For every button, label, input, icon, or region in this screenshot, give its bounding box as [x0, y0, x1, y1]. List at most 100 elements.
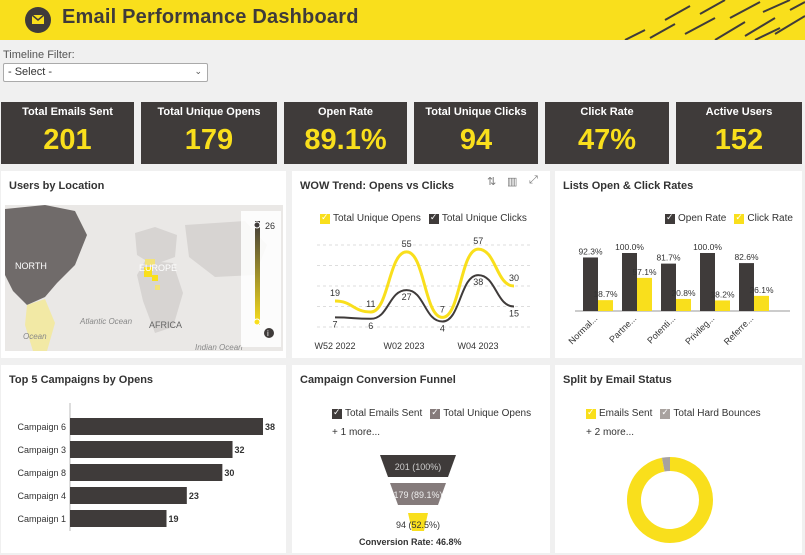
map-scale-max: 26 — [265, 221, 275, 231]
data-label: 55 — [402, 239, 412, 249]
data-label: 100.0% — [615, 242, 644, 252]
legend-label: Total Hard Bounces — [673, 408, 761, 419]
checkbox-icon — [320, 212, 330, 224]
wow-trend-chart: 19 11 55 7 57 30 7 6 27 4 38 15 W52 2022 W02 2023 W04 … — [314, 236, 532, 351]
campaign-label: Campaign 3 — [17, 445, 66, 455]
header-stripes-decoration — [624, 0, 805, 40]
funnel-stage-clicks — [408, 513, 428, 531]
kpi-label: Active Users — [705, 106, 773, 118]
top-campaigns-chart: Campaign 6 38 Campaign 3 32 Campaign 8 30 Camp… — [17, 403, 275, 531]
data-label: 18.7% — [593, 289, 618, 299]
checkbox-icon — [665, 212, 675, 224]
kpi-value: 179 — [184, 124, 234, 156]
data-label: 19 — [330, 288, 340, 298]
kpi-value: 201 — [43, 124, 92, 156]
sort-icon[interactable]: ⇅ — [487, 176, 497, 188]
email-status-panel: Split by Email Status Emails Sent Total … — [555, 365, 802, 553]
map-label-indian: Indian Ocean — [195, 343, 243, 351]
kpi-value: 89.1% — [304, 124, 387, 156]
kpi-value: 47% — [577, 124, 637, 156]
conversion-rate-label: Conversion Rate: 46.8% — [359, 537, 462, 547]
checkbox-icon — [734, 212, 745, 224]
legend-unique-opens[interactable]: Total Unique Opens — [430, 407, 532, 419]
legend-click-rate[interactable]: Click Rate — [734, 212, 793, 224]
map-label-atlantic: Atlantic Ocean — [79, 317, 133, 326]
world-map[interactable]: NORTH EUROPE AFRICA Atlantic Ocean India… — [5, 205, 283, 351]
kpi-label: Total Emails Sent — [22, 106, 113, 118]
data-label: 32 — [235, 445, 245, 455]
legend-more-link[interactable]: + 1 more... — [332, 427, 381, 438]
campaign-bar — [70, 510, 167, 527]
legend-emails-sent[interactable]: Total Emails Sent — [332, 407, 423, 419]
legend-opens[interactable]: Total Unique Opens — [320, 212, 421, 224]
map-label-ocean: Ocean — [23, 332, 47, 341]
data-label: 7 — [440, 304, 445, 314]
legend-label: Total Emails Sent — [345, 408, 423, 419]
data-label: 19 — [169, 514, 179, 524]
funnel-stage-label: 94 (52.5%) — [396, 520, 440, 530]
bar-click-rate — [676, 298, 691, 311]
chart-type-icon[interactable]: ▥ — [507, 176, 518, 188]
funnel-stage-label: 179 (89.1%) — [393, 490, 442, 500]
bar-click-rate — [754, 295, 769, 311]
bar-click-rate — [637, 277, 652, 311]
panel-title: WOW Trend: Opens vs Clicks — [300, 180, 455, 192]
kpi-label: Total Unique Opens — [157, 106, 261, 118]
expand-icon[interactable]: ⤢ — [529, 174, 538, 186]
data-label: 38 — [473, 277, 483, 287]
panel-title: Lists Open & Click Rates — [563, 180, 694, 192]
x-tick-label: Privileg... — [683, 313, 716, 346]
data-label: 26.1% — [749, 285, 774, 295]
x-tick-label: Partne... — [607, 313, 638, 344]
series-line-1 — [334, 274, 515, 323]
campaign-label: Campaign 8 — [17, 468, 66, 478]
checkbox-icon — [428, 212, 439, 224]
kpi-active-users: Active Users 152 — [676, 102, 802, 164]
legend-open-rate[interactable]: Open Rate — [665, 212, 726, 224]
data-label: 18.2% — [710, 289, 735, 299]
series-line-0 — [334, 247, 515, 319]
legend-label: Total Unique Opens — [443, 408, 532, 419]
timeline-filter-label: Timeline Filter: — [3, 49, 75, 61]
timeline-filter-value: - Select - — [8, 66, 53, 78]
conversion-funnel-panel: Campaign Conversion Funnel Total Emails … — [292, 365, 550, 553]
legend-more-link[interactable]: + 2 more... — [586, 427, 635, 438]
legend-label: Click Rate — [747, 213, 793, 224]
data-label: 30 — [224, 468, 234, 478]
page-title: Email Performance Dashboard — [62, 6, 359, 28]
campaign-bar — [70, 487, 187, 504]
x-tick-label: W02 2023 — [383, 341, 424, 351]
data-label: 20.8% — [671, 288, 696, 298]
data-label: 30 — [509, 273, 519, 283]
checkbox-icon — [586, 407, 596, 419]
campaign-label: Campaign 1 — [17, 514, 66, 524]
wow-trend-panel: WOW Trend: Opens vs Clicks ⇅ ▥ ⤢ Total U… — [292, 171, 550, 358]
info-icon[interactable] — [264, 328, 274, 338]
campaign-bar — [70, 464, 223, 481]
email-status-donut — [627, 457, 713, 543]
x-tick-label: W04 2023 — [457, 341, 498, 351]
funnel-stage-label: 201 (100%) — [395, 462, 442, 472]
users-by-location-panel: Users by Location NORTH EUROPE AFRICA At… — [1, 171, 286, 358]
map-label-africa: AFRICA — [149, 320, 182, 330]
data-label: 11 — [366, 299, 375, 309]
envelope-icon — [25, 7, 51, 33]
donut-slice — [661, 457, 671, 472]
funnel-stage-sent — [380, 455, 456, 477]
panel-title: Users by Location — [9, 180, 105, 192]
legend-clicks[interactable]: Total Unique Clicks — [428, 212, 527, 224]
x-tick-label: Referre... — [722, 313, 756, 347]
header-bar: Email Performance Dashboard — [0, 0, 805, 40]
checkbox-icon — [430, 407, 441, 419]
legend-label: Emails Sent — [599, 408, 653, 419]
bar-open-rate — [583, 257, 598, 311]
bar-click-rate — [715, 300, 730, 311]
data-label: 57 — [473, 236, 483, 246]
data-label: 82.6% — [734, 252, 759, 262]
donut-slice — [627, 457, 713, 543]
timeline-filter-select[interactable]: - Select - ⌄ — [3, 63, 208, 82]
legend-hard-bounces[interactable]: Total Hard Bounces — [660, 407, 761, 419]
campaign-label: Campaign 4 — [17, 491, 66, 501]
legend-emails-sent[interactable]: Emails Sent — [586, 407, 653, 419]
info-icon-glyph: i — [267, 329, 269, 338]
